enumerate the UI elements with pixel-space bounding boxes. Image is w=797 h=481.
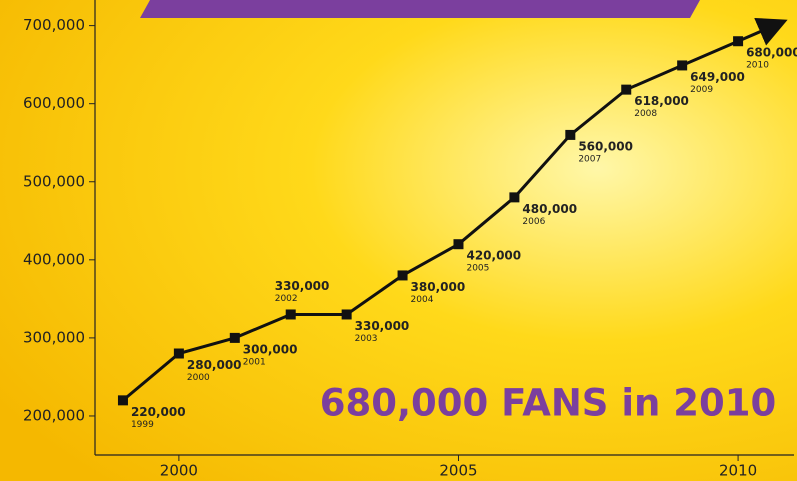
y-tick-label: 400,000 <box>23 250 85 268</box>
point <box>286 309 296 319</box>
y-tick-label: 700,000 <box>23 16 85 34</box>
point <box>733 36 743 46</box>
year-label: 2010 <box>746 61 769 71</box>
value-label: 618,000 <box>634 94 689 108</box>
point <box>453 239 463 249</box>
value-label: 300,000 <box>243 342 298 356</box>
x-tick-label: 2010 <box>719 462 757 480</box>
value-label: 420,000 <box>466 249 521 263</box>
year-label: 2004 <box>411 295 434 305</box>
y-tick-label: 500,000 <box>23 172 85 190</box>
x-tick-label: 2000 <box>160 462 198 480</box>
point <box>342 309 352 319</box>
point <box>118 395 128 405</box>
value-label: 680,000 <box>746 46 797 60</box>
point <box>174 349 184 359</box>
value-label: 330,000 <box>275 279 330 293</box>
value-label: 220,000 <box>131 405 186 419</box>
value-label: 560,000 <box>578 139 633 153</box>
value-label: 280,000 <box>187 358 242 372</box>
year-label: 2000 <box>187 373 210 383</box>
year-label: 2002 <box>275 294 298 304</box>
point <box>398 270 408 280</box>
year-label: 1999 <box>131 420 154 430</box>
point <box>230 333 240 343</box>
point <box>621 85 631 95</box>
value-label: 480,000 <box>522 202 577 216</box>
point <box>677 60 687 70</box>
value-label: 380,000 <box>411 280 466 294</box>
y-tick-label: 300,000 <box>23 328 85 346</box>
year-label: 2009 <box>690 85 713 95</box>
year-label: 2006 <box>522 217 545 227</box>
year-label: 2005 <box>466 264 489 274</box>
year-label: 2007 <box>578 154 601 164</box>
x-tick-label: 2005 <box>439 462 477 480</box>
year-label: 2001 <box>243 357 266 367</box>
y-tick-label: 600,000 <box>23 94 85 112</box>
value-label: 649,000 <box>690 70 745 84</box>
y-tick-label: 200,000 <box>23 406 85 424</box>
chart: 680,000 FANS in 2010 200,000 300,000 400,0… <box>0 0 797 481</box>
title-banner <box>140 0 700 18</box>
year-label: 2003 <box>355 334 378 344</box>
value-label: 330,000 <box>355 319 410 333</box>
point <box>565 130 575 140</box>
annotation: 680,000 FANS in 2010 <box>320 382 776 425</box>
point <box>509 192 519 202</box>
year-label: 2008 <box>634 109 657 119</box>
